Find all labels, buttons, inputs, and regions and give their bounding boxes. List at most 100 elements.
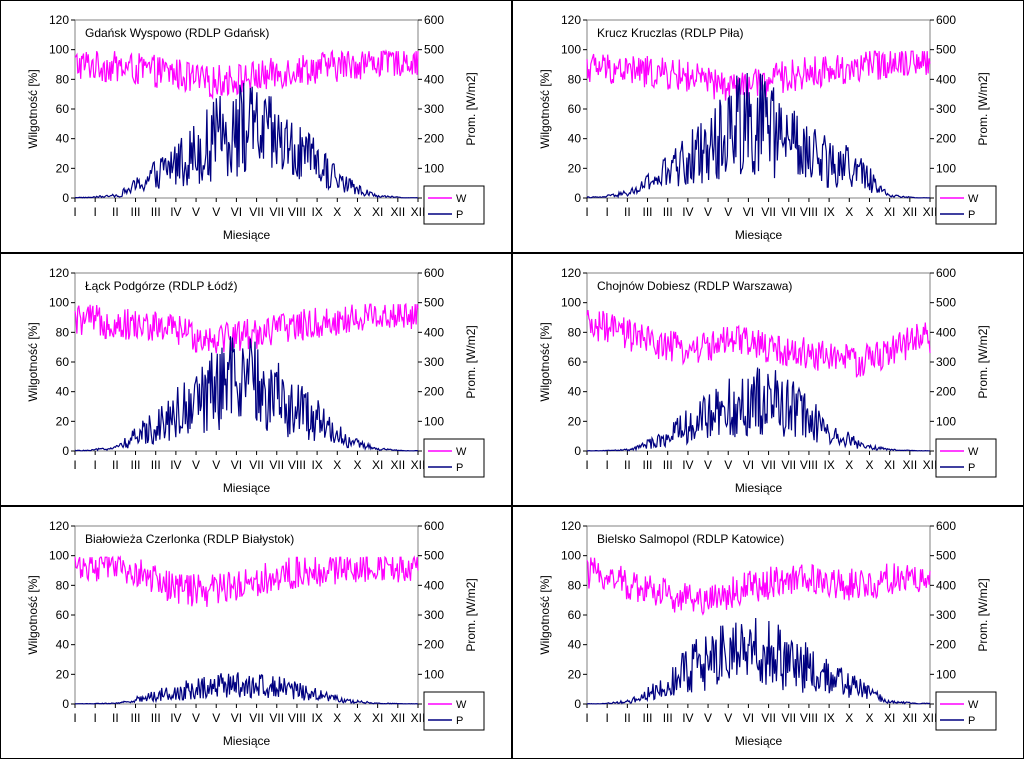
- y2-tick-label: 100: [424, 161, 444, 175]
- x-tick-label: III: [643, 711, 653, 725]
- y2-tick-label: 400: [936, 578, 956, 592]
- x-tick-label: XII: [902, 205, 917, 219]
- x-tick-label: V: [212, 205, 220, 219]
- x-tick-label: III: [151, 205, 161, 219]
- y2-tick-label: 400: [936, 325, 956, 339]
- chart-title: Bielsko Salmopol (RDLP Katowice): [597, 532, 784, 546]
- y2-tick-label: 500: [424, 43, 444, 57]
- x-tick-label: XII: [390, 205, 405, 219]
- x-tick-label: I: [94, 205, 97, 219]
- y-tick-label: 0: [62, 191, 69, 205]
- x-tick-label: I: [94, 458, 97, 472]
- x-tick-label: XII: [923, 205, 938, 219]
- x-tick-label: V: [192, 205, 200, 219]
- x-tick-label: VII: [269, 711, 284, 725]
- x-tick-label: VII: [761, 458, 776, 472]
- x-tick-label: III: [663, 711, 673, 725]
- x-tick-label: II: [112, 205, 119, 219]
- x-axis-title: Miesiące: [223, 734, 271, 748]
- y-axis-title: Wilgotność [%]: [26, 69, 40, 148]
- x-tick-label: VI: [231, 711, 242, 725]
- y-tick-label: 80: [568, 72, 582, 86]
- y-tick-label: 100: [49, 296, 69, 310]
- series-line-w: [74, 302, 419, 354]
- y-tick-label: 20: [568, 414, 582, 428]
- y-tick-label: 120: [561, 266, 581, 280]
- y2-tick-label: 500: [424, 549, 444, 563]
- y2-tick-label: 500: [424, 296, 444, 310]
- x-tick-label: X: [865, 711, 873, 725]
- y-tick-label: 120: [49, 519, 69, 533]
- y2-tick-label: 600: [936, 266, 956, 280]
- y2-tick-label: 200: [424, 132, 444, 146]
- y-tick-label: 40: [568, 385, 582, 399]
- x-tick-label: VI: [231, 458, 242, 472]
- x-tick-label: III: [151, 711, 161, 725]
- y-tick-label: 100: [49, 549, 69, 563]
- series-line-p: [586, 617, 931, 705]
- x-tick-label: I: [585, 711, 588, 725]
- x-tick-label: X: [865, 205, 873, 219]
- x-tick-label: III: [643, 458, 653, 472]
- y-tick-label: 60: [568, 608, 582, 622]
- x-tick-label: V: [212, 711, 220, 725]
- y-tick-label: 120: [49, 266, 69, 280]
- x-axis-title: Miesiące: [223, 481, 271, 495]
- y2-tick-label: 400: [424, 72, 444, 86]
- x-tick-label: V: [704, 205, 712, 219]
- x-tick-label: VII: [269, 458, 284, 472]
- y-tick-label: 20: [568, 161, 582, 175]
- y-tick-label: 80: [568, 578, 582, 592]
- x-tick-label: VIII: [288, 458, 306, 472]
- y-axis-title: Wilgotność [%]: [538, 69, 552, 148]
- x-tick-label: X: [845, 711, 853, 725]
- x-tick-label: XI: [372, 205, 383, 219]
- x-tick-label: XII: [411, 711, 426, 725]
- x-tick-label: VII: [781, 711, 796, 725]
- y-tick-label: 0: [574, 697, 581, 711]
- x-tick-label: X: [333, 205, 341, 219]
- x-tick-label: VIII: [288, 711, 306, 725]
- x-axis-title: Miesiące: [735, 481, 783, 495]
- x-tick-label: X: [353, 711, 361, 725]
- x-tick-label: II: [624, 205, 631, 219]
- x-tick-label: IX: [311, 711, 322, 725]
- x-tick-label: V: [724, 205, 732, 219]
- x-tick-label: I: [94, 711, 97, 725]
- y-tick-label: 80: [56, 72, 70, 86]
- legend-box: [423, 691, 485, 731]
- x-tick-label: I: [585, 458, 588, 472]
- y2-tick-label: 300: [936, 355, 956, 369]
- chart-panel-6: 0204060801001200100200300400500600IIIIII…: [512, 506, 1024, 759]
- x-tick-label: VII: [781, 458, 796, 472]
- y-tick-label: 40: [568, 638, 582, 652]
- x-tick-label: V: [704, 458, 712, 472]
- x-tick-label: III: [663, 458, 673, 472]
- x-tick-label: I: [606, 458, 609, 472]
- x-tick-label: IX: [823, 205, 834, 219]
- y2-tick-label: 100: [936, 414, 956, 428]
- y2-axis-title: Prom. [W/m2]: [976, 72, 990, 145]
- x-tick-label: II: [112, 458, 119, 472]
- y-tick-label: 60: [56, 608, 70, 622]
- x-tick-label: III: [643, 205, 653, 219]
- x-tick-label: IX: [823, 458, 834, 472]
- x-tick-label: I: [73, 711, 76, 725]
- y2-axis-title: Prom. [W/m2]: [464, 72, 478, 145]
- y2-tick-label: 300: [936, 608, 956, 622]
- series-line-w: [586, 50, 931, 104]
- x-tick-label: III: [131, 458, 141, 472]
- y2-tick-label: 100: [936, 161, 956, 175]
- y2-axis-title: Prom. [W/m2]: [464, 578, 478, 651]
- chart-panel-3: 0204060801001200100200300400500600IIIIII…: [0, 253, 512, 506]
- x-tick-label: VII: [269, 205, 284, 219]
- chart-panel-1: 0204060801001200100200300400500600IIIIII…: [0, 0, 512, 253]
- x-tick-label: XII: [411, 205, 426, 219]
- x-tick-label: VII: [761, 205, 776, 219]
- y-tick-label: 100: [49, 43, 69, 57]
- x-tick-label: VI: [231, 205, 242, 219]
- y2-axis-title: Prom. [W/m2]: [976, 578, 990, 651]
- x-tick-label: V: [192, 458, 200, 472]
